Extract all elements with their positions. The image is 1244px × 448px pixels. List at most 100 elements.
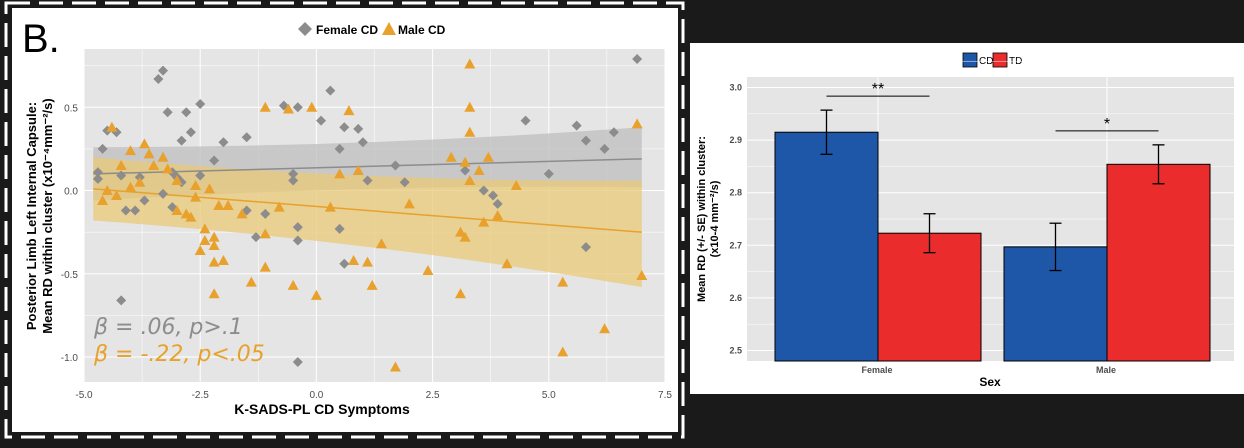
male-point: [454, 288, 466, 299]
scatter-x-axis-title: K-SADS-PL CD Symptoms: [234, 401, 410, 417]
fit-line-female: [93, 158, 642, 175]
panel-bar-chart: CD TD *** 2.52.62.72.82.93.0 Female Male …: [690, 43, 1244, 394]
male-point: [310, 289, 322, 300]
male-point: [599, 323, 611, 334]
male-point: [203, 183, 215, 194]
male-point: [352, 165, 364, 176]
legend-td-label: TD: [1009, 56, 1022, 67]
male-point: [199, 234, 211, 245]
female-point: [158, 188, 169, 199]
scatter-x-tick-label: 0.0: [309, 390, 323, 401]
scatter-x-tick-labels: -5.0 -2.5 0.0 2.5 5.0 7.5: [75, 390, 672, 401]
female-point: [92, 173, 103, 184]
female-point: [390, 160, 401, 171]
female-point: [153, 73, 164, 84]
female-point: [241, 132, 252, 143]
female-point: [195, 98, 206, 109]
female-point: [362, 175, 373, 186]
female-point: [195, 170, 206, 181]
male-point: [375, 238, 387, 249]
male-point: [124, 145, 136, 156]
male-point: [190, 191, 202, 202]
bar-error-bars: [820, 109, 1165, 272]
male-point: [194, 244, 206, 255]
female-point: [218, 137, 229, 148]
female-point: [292, 102, 303, 113]
male-point: [366, 279, 378, 290]
male-point: [482, 151, 494, 162]
male-point: [171, 205, 183, 216]
female-point: [97, 143, 108, 154]
female-point: [185, 127, 196, 138]
female-point: [292, 222, 303, 233]
female-point: [632, 53, 643, 64]
bar-cd-female: [774, 131, 879, 362]
male-point: [348, 254, 360, 265]
female-point: [492, 198, 503, 209]
significance-label: **: [872, 81, 884, 98]
legend-male-triangle-icon: [382, 22, 396, 35]
scatter-points: [92, 53, 648, 372]
bar-y-tick-label: 2.7: [729, 240, 742, 250]
male-point: [464, 175, 476, 186]
panel-label: B.: [22, 17, 60, 61]
male-point: [403, 198, 415, 209]
bar-td-male: [1106, 163, 1211, 362]
female-point: [543, 168, 554, 179]
scatter-y-tick-label: 0.0: [64, 187, 78, 198]
bar-significance-marks: ***: [826, 81, 1159, 133]
bar-y-axis-title-line1: Mean RD (+/- SE) within cluster:: [696, 136, 708, 302]
scatter-confidence-bands: [93, 127, 642, 288]
male-point: [222, 200, 234, 211]
bar-y-tick-labels: 2.5 2.6 2.7 2.8 2.9 3.0: [729, 83, 742, 356]
male-point: [138, 138, 150, 149]
female-point: [580, 242, 591, 253]
male-point: [208, 239, 220, 250]
bar-y-tick-label: 3.0: [729, 83, 742, 93]
scatter-y-tick-label: 0.5: [64, 103, 78, 114]
female-point: [599, 143, 610, 154]
male-point: [208, 256, 220, 267]
female-point: [478, 185, 489, 196]
female-point: [158, 65, 169, 76]
female-point: [334, 223, 345, 234]
male-point: [134, 176, 146, 187]
male-point: [324, 201, 336, 212]
male-point: [157, 151, 169, 162]
female-point: [250, 232, 261, 243]
bar-td-female: [877, 232, 982, 362]
male-point: [343, 105, 355, 116]
legend-cd-label: CD: [979, 56, 993, 67]
male-point: [287, 279, 299, 290]
male-point: [259, 261, 271, 272]
scatter-legend: Female CD Male CD: [298, 22, 446, 37]
male-point: [492, 210, 504, 220]
female-point: [292, 357, 303, 368]
female-point: [339, 258, 350, 269]
male-point: [185, 211, 197, 222]
fit-line-male: [93, 188, 642, 233]
male-point: [208, 231, 220, 242]
male-point: [473, 165, 485, 176]
bar-y-axis-title: Mean RD (+/- SE) within cluster: (x10-4 …: [696, 136, 721, 302]
female-point: [288, 168, 299, 179]
scatter-y-tick-label: -1.0: [61, 353, 79, 364]
male-point: [459, 156, 471, 167]
female-point: [292, 235, 303, 246]
male-point: [148, 160, 160, 171]
male-point: [631, 118, 643, 129]
male-point: [190, 180, 202, 191]
female-point: [325, 85, 336, 96]
male-point: [199, 223, 211, 234]
female-point: [120, 205, 131, 216]
male-point: [245, 276, 257, 287]
female-point: [139, 195, 150, 206]
male-point: [106, 121, 118, 132]
legend-female-diamond-icon: [298, 22, 312, 36]
female-point: [162, 107, 173, 118]
male-point: [306, 101, 318, 112]
bar-x-axis-title: Sex: [979, 375, 1001, 389]
male-point: [636, 269, 648, 280]
scatter-y-axis-title-line2: Mean RD within cluster (x10⁻⁴mm⁻²/s): [40, 98, 55, 333]
